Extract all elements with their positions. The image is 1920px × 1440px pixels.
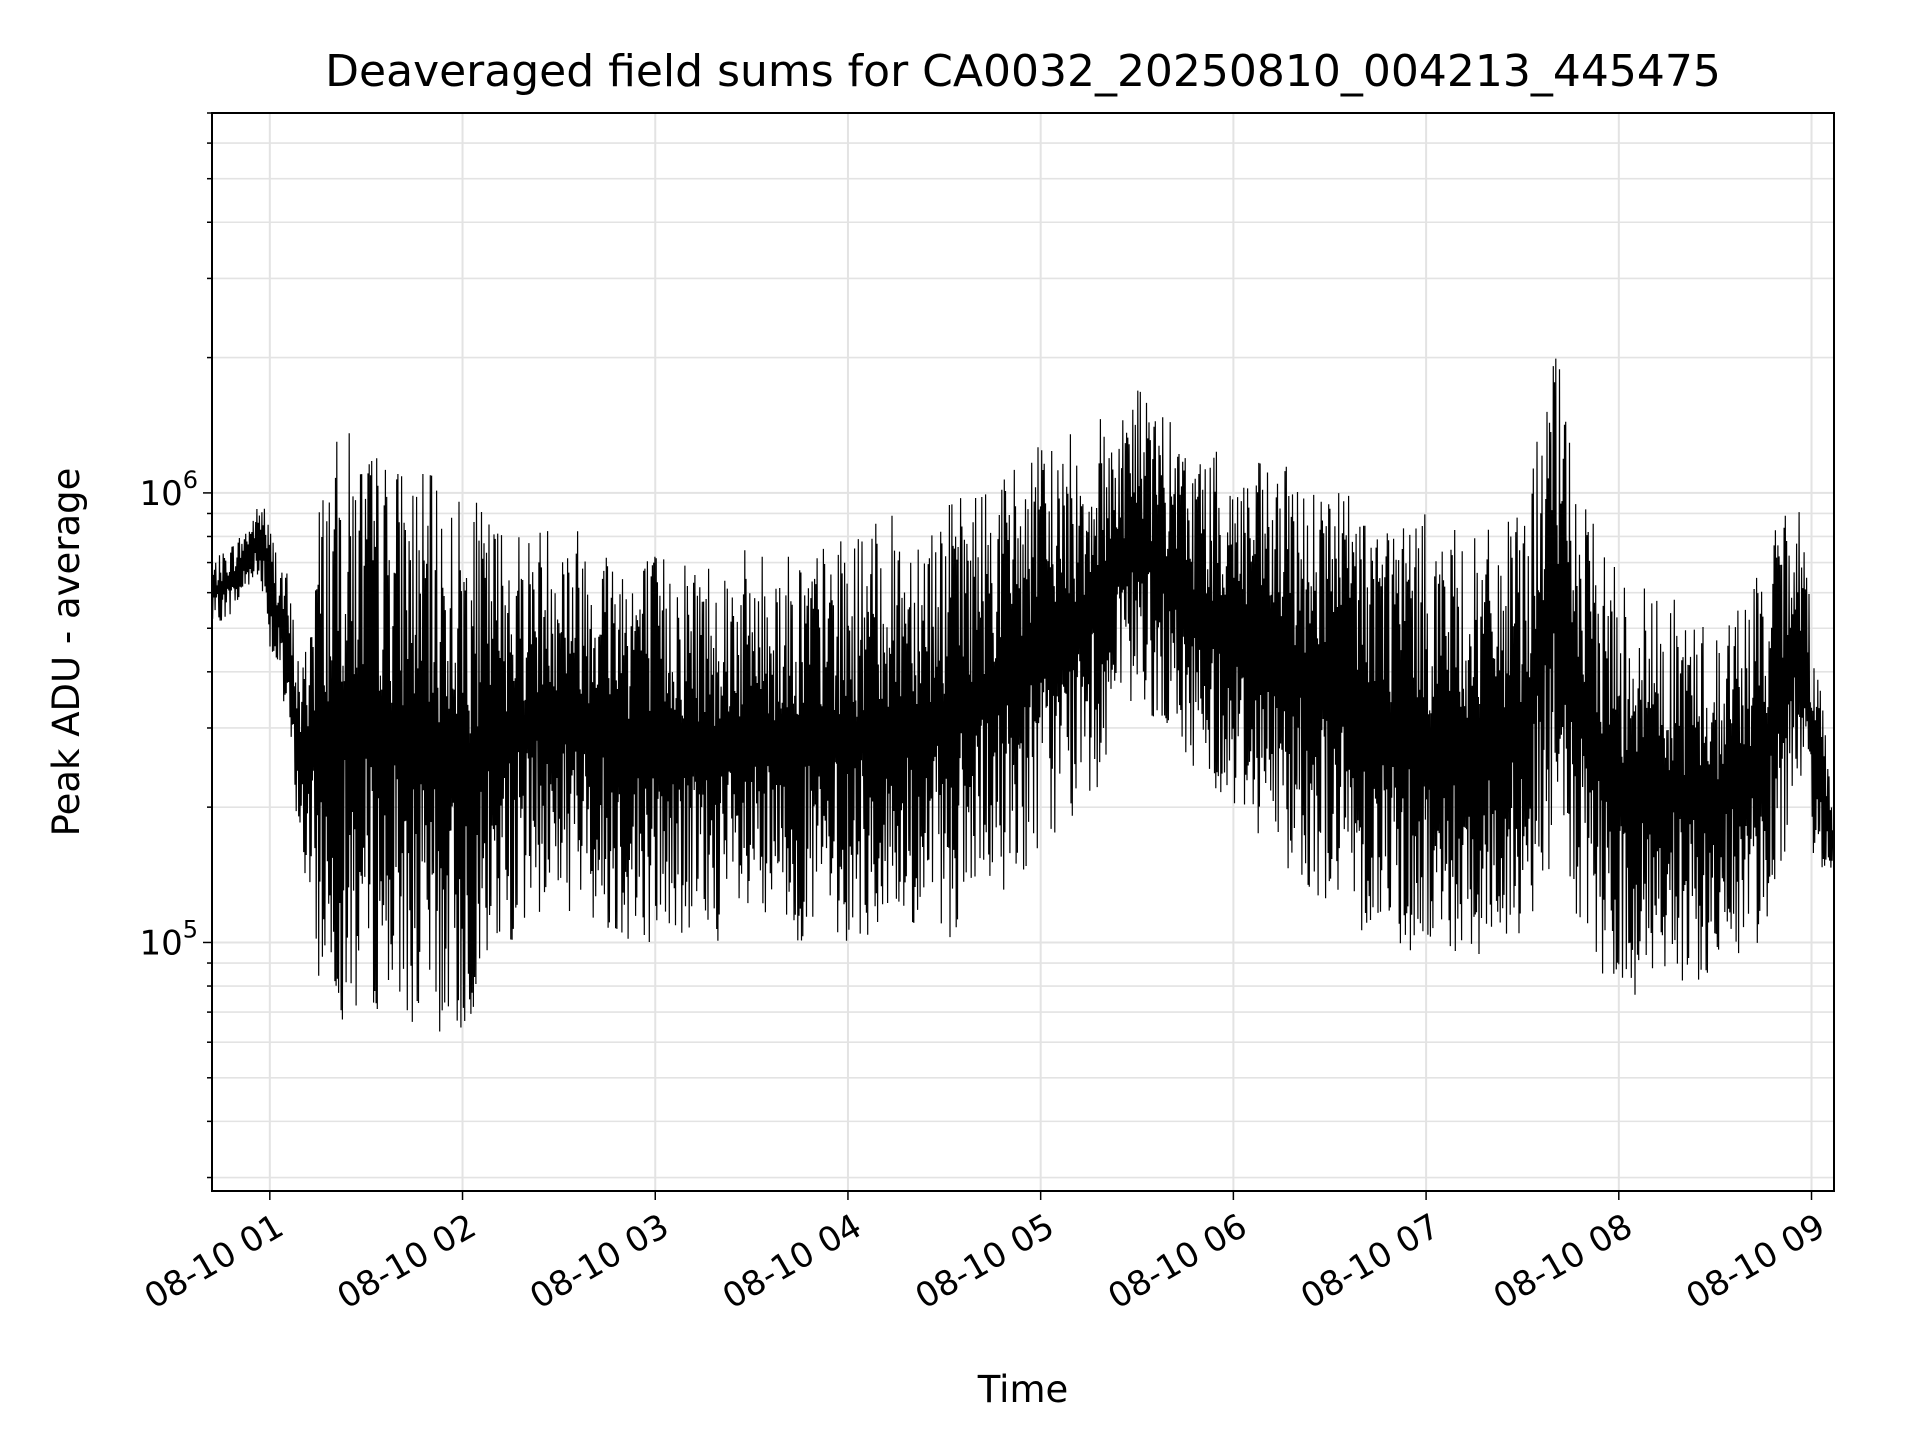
x-tick-label: 08-10 01 <box>138 1206 290 1317</box>
x-tick-label: 08-10 05 <box>909 1206 1061 1317</box>
y-tick-label: 105 <box>139 915 198 963</box>
plot-frame <box>211 112 1835 1192</box>
x-tick-label: 08-10 07 <box>1294 1206 1446 1317</box>
x-tick-label: 08-10 03 <box>523 1206 675 1317</box>
x-axis-label: Time <box>977 1368 1069 1411</box>
x-tick-label: 08-10 09 <box>1680 1206 1832 1317</box>
x-tick-label: 08-10 04 <box>716 1206 868 1317</box>
y-tick-label: 106 <box>139 466 198 514</box>
x-axis-ticks: 08-10 01 08-10 02 08-10 03 08-10 04 08-10 05… <box>138 1191 1832 1317</box>
x-tick-label: 08-10 08 <box>1487 1206 1639 1317</box>
data-series <box>211 358 1835 1032</box>
x-tick-label: 08-10 06 <box>1101 1206 1253 1317</box>
series-line <box>211 358 1835 1032</box>
y-axis-label: Peak ADU - average <box>45 468 88 837</box>
y-axis-ticks: 105 106 <box>139 112 212 1179</box>
chart-title: Deaveraged field sums for CA0032_2025081… <box>325 46 1721 97</box>
x-tick-label: 08-10 02 <box>331 1206 483 1317</box>
